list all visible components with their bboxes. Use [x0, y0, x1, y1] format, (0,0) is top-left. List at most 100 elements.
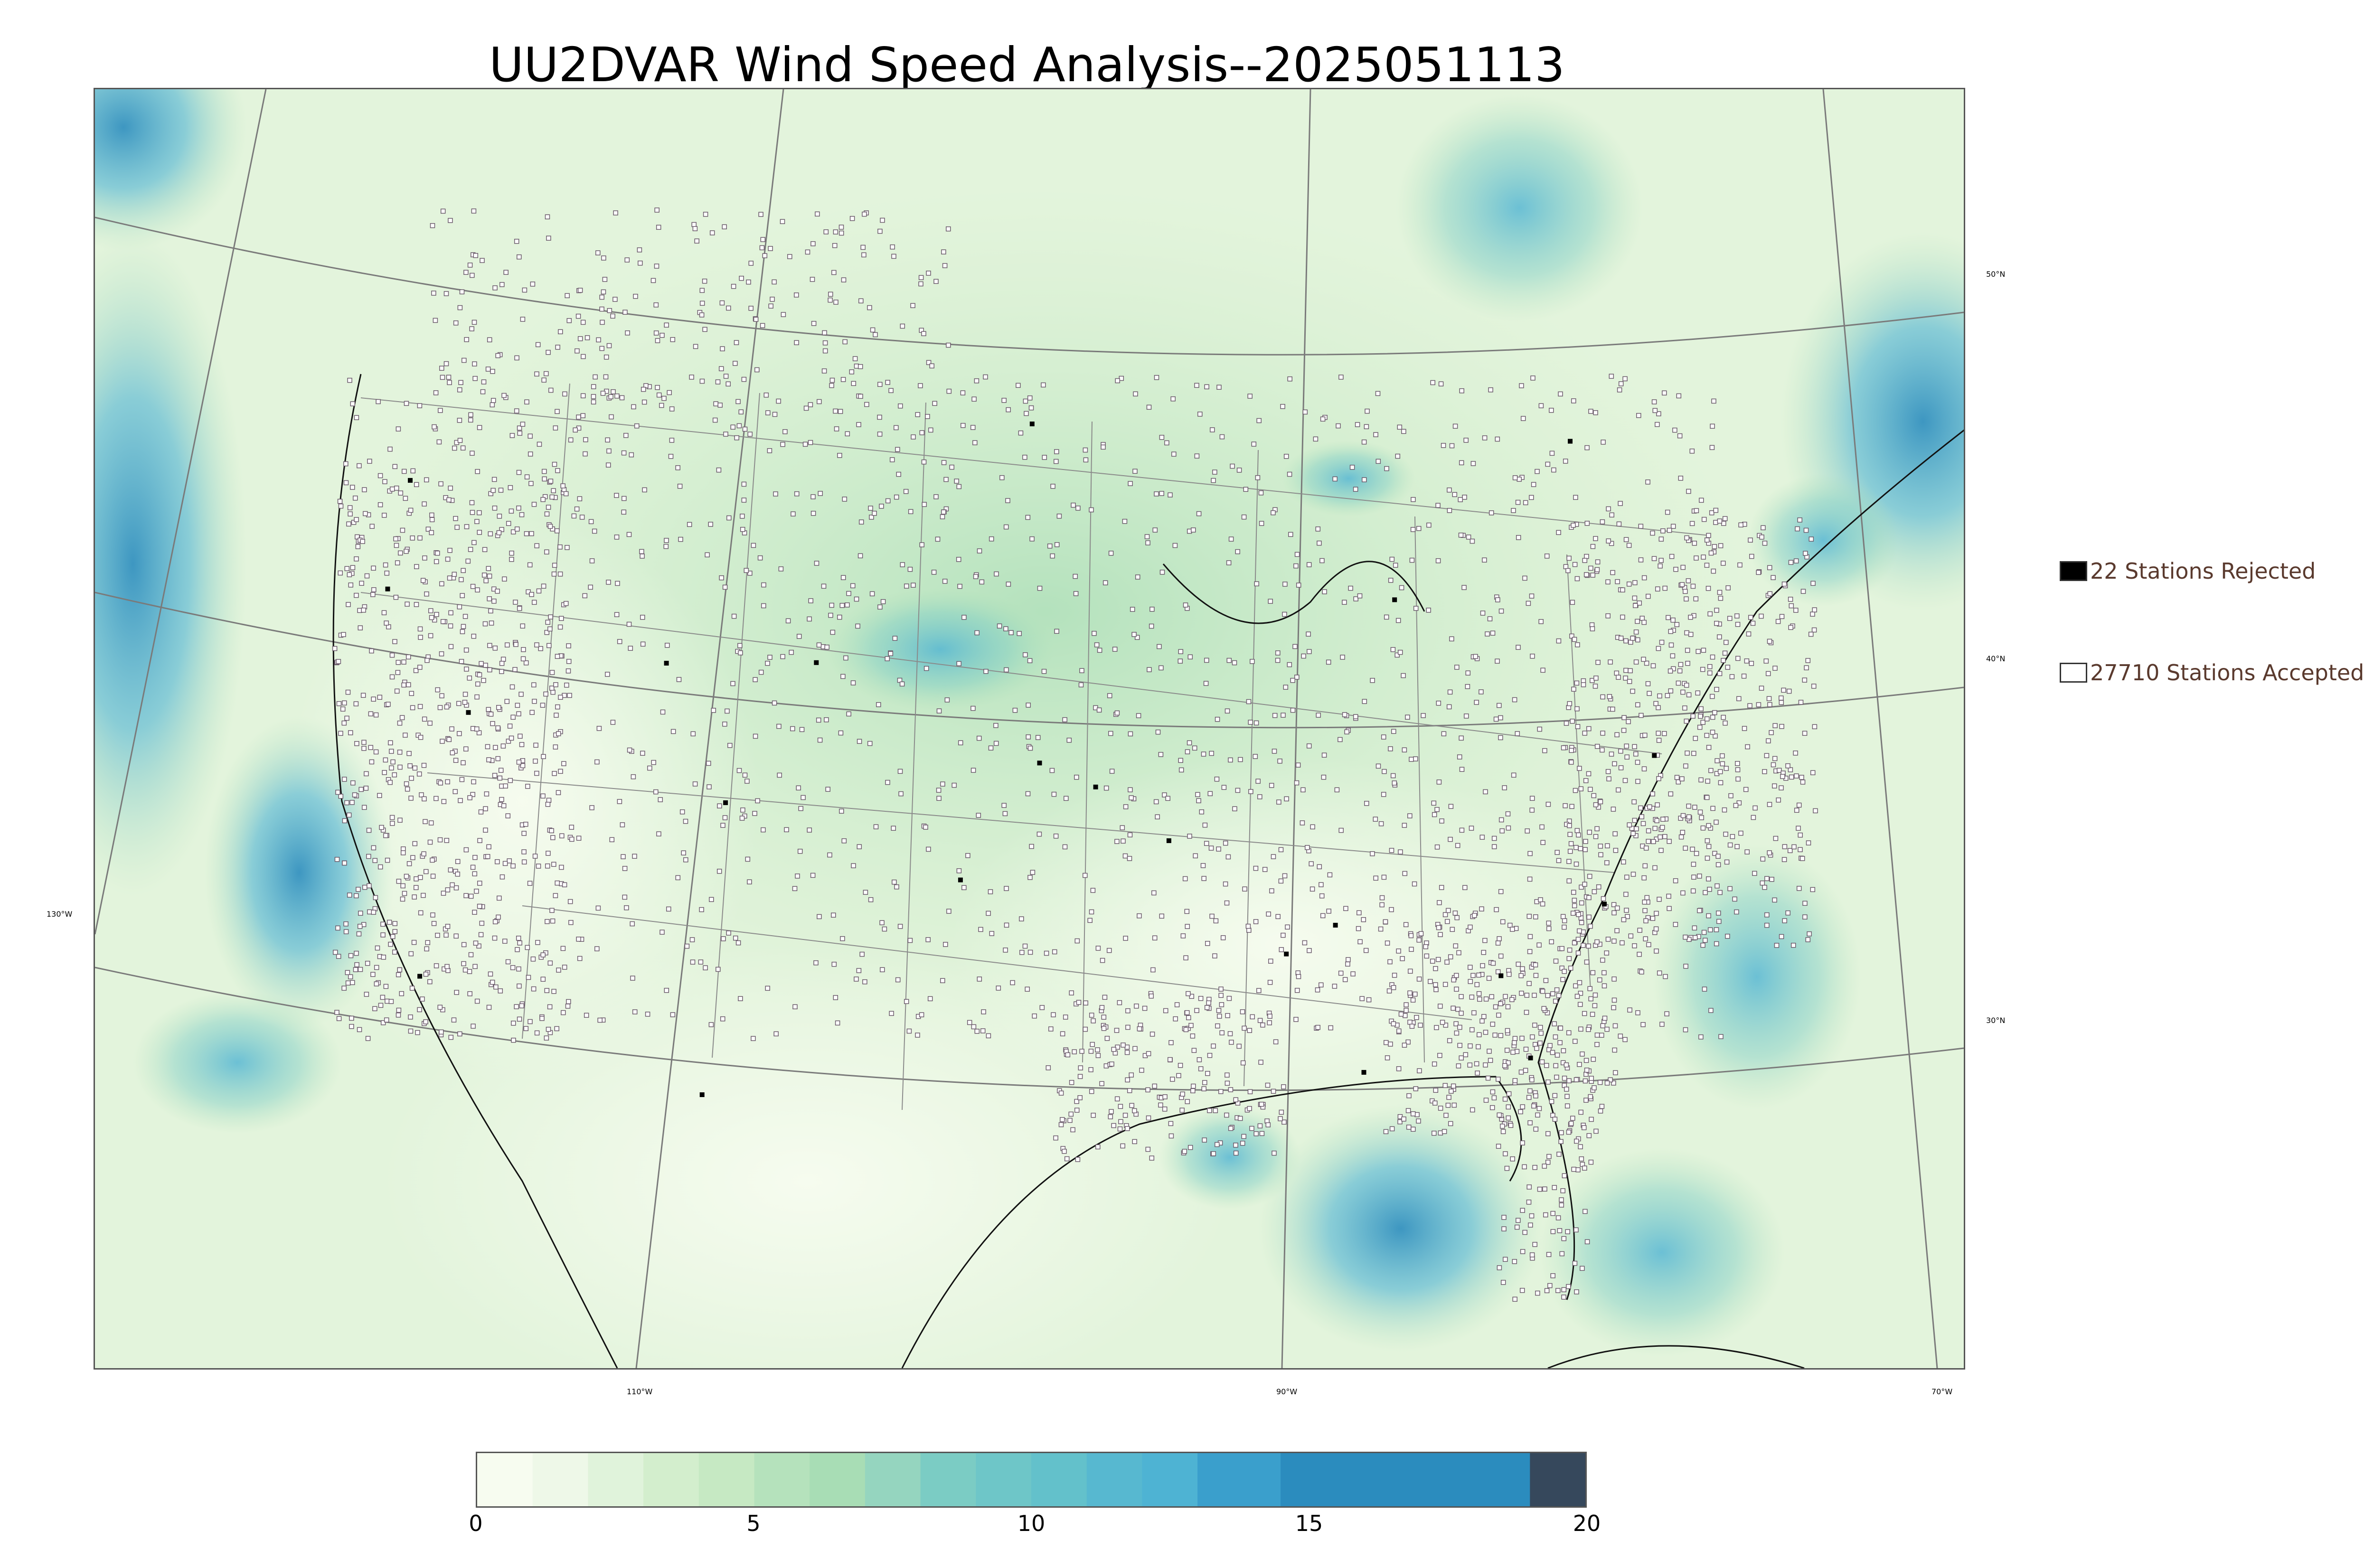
accepted-station	[1348, 585, 1353, 591]
accepted-station	[1495, 940, 1501, 946]
accepted-station	[1583, 1209, 1588, 1214]
accepted-station	[601, 255, 606, 261]
map-panel[interactable]	[94, 88, 1965, 1370]
accepted-station	[1003, 524, 1009, 530]
accepted-station	[1190, 1033, 1196, 1039]
accepted-station	[548, 614, 553, 620]
accepted-station	[1515, 499, 1521, 505]
accepted-station	[1789, 603, 1794, 609]
accepted-station	[1416, 976, 1422, 982]
accepted-station	[1188, 1023, 1194, 1028]
accepted-station	[520, 763, 526, 769]
accepted-station	[1596, 884, 1602, 890]
accepted-station	[1023, 398, 1028, 404]
accepted-station	[1385, 940, 1390, 946]
accepted-station	[1805, 658, 1811, 663]
accepted-station	[935, 536, 941, 542]
accepted-station	[1446, 704, 1452, 710]
accepted-station	[1129, 795, 1134, 800]
accepted-station	[1635, 779, 1640, 784]
accepted-station	[1546, 1154, 1552, 1159]
accepted-station	[761, 603, 766, 609]
accepted-station	[495, 859, 500, 864]
accepted-station	[1139, 1068, 1144, 1073]
accepted-station	[1662, 390, 1667, 396]
accepted-station	[512, 667, 518, 672]
accepted-station	[1705, 586, 1711, 591]
accepted-station	[551, 989, 556, 994]
accepted-station	[433, 963, 439, 968]
accepted-station	[1613, 848, 1619, 853]
accepted-station	[1630, 872, 1636, 877]
accepted-station	[1680, 890, 1686, 896]
accepted-station	[490, 488, 496, 493]
accepted-station	[1612, 831, 1618, 836]
accepted-station	[1257, 1123, 1263, 1128]
accepted-station	[1185, 924, 1190, 929]
accepted-station	[1717, 890, 1723, 895]
accepted-station	[733, 935, 738, 941]
accepted-station	[546, 643, 552, 648]
accepted-station	[873, 824, 879, 829]
accepted-station	[829, 377, 835, 383]
accepted-station	[628, 646, 633, 651]
accepted-station	[559, 833, 565, 838]
accepted-station	[1634, 826, 1639, 832]
accepted-station	[360, 539, 365, 544]
accepted-station	[1678, 816, 1683, 821]
accepted-station	[1219, 434, 1225, 440]
accepted-station	[1576, 832, 1581, 838]
accepted-station	[1751, 815, 1756, 820]
accepted-station	[817, 914, 822, 920]
accepted-station	[559, 864, 564, 870]
accepted-station	[640, 615, 645, 620]
accepted-station	[556, 967, 561, 973]
accepted-station	[1626, 582, 1632, 587]
accepted-station	[609, 414, 614, 420]
accepted-station	[768, 303, 773, 309]
accepted-station	[1553, 958, 1559, 964]
accepted-station	[383, 984, 389, 989]
accepted-station	[1568, 841, 1574, 846]
accepted-station	[1204, 384, 1209, 390]
accepted-station	[1659, 639, 1665, 645]
accepted-station	[1552, 1185, 1557, 1190]
accepted-station	[683, 818, 688, 824]
accepted-station	[1488, 387, 1493, 393]
accepted-station	[1300, 787, 1306, 793]
accepted-station	[1477, 996, 1482, 1002]
accepted-station	[1315, 526, 1321, 532]
accepted-station	[1735, 761, 1740, 766]
accepted-station	[403, 496, 408, 501]
accepted-station	[1441, 1129, 1447, 1134]
accepted-station	[1616, 521, 1622, 527]
accepted-station	[659, 930, 665, 935]
accepted-station	[967, 1020, 972, 1025]
accepted-station	[753, 677, 758, 682]
accepted-station	[1622, 1037, 1628, 1042]
accepted-station	[1191, 1083, 1196, 1089]
accepted-station	[1201, 1086, 1206, 1091]
accepted-station	[943, 942, 948, 947]
accepted-station	[1448, 954, 1453, 959]
accepted-station	[421, 851, 426, 856]
accepted-station	[1502, 1063, 1507, 1069]
accepted-station	[997, 623, 1002, 629]
accepted-station	[1212, 469, 1217, 475]
accepted-station	[1609, 541, 1614, 546]
accepted-station	[517, 425, 522, 431]
accepted-station	[1488, 510, 1494, 516]
accepted-station	[1626, 719, 1631, 724]
accepted-station	[888, 651, 894, 657]
accepted-station	[1568, 966, 1573, 971]
accepted-station	[1345, 961, 1350, 967]
accepted-station	[615, 581, 620, 586]
accepted-station	[1547, 1043, 1553, 1048]
accepted-station	[1697, 724, 1703, 730]
accepted-station	[1810, 611, 1815, 617]
accepted-station	[813, 960, 819, 966]
accepted-station	[506, 521, 511, 526]
accepted-station	[1582, 558, 1588, 563]
accepted-station	[757, 555, 763, 561]
accepted-station	[535, 342, 541, 347]
